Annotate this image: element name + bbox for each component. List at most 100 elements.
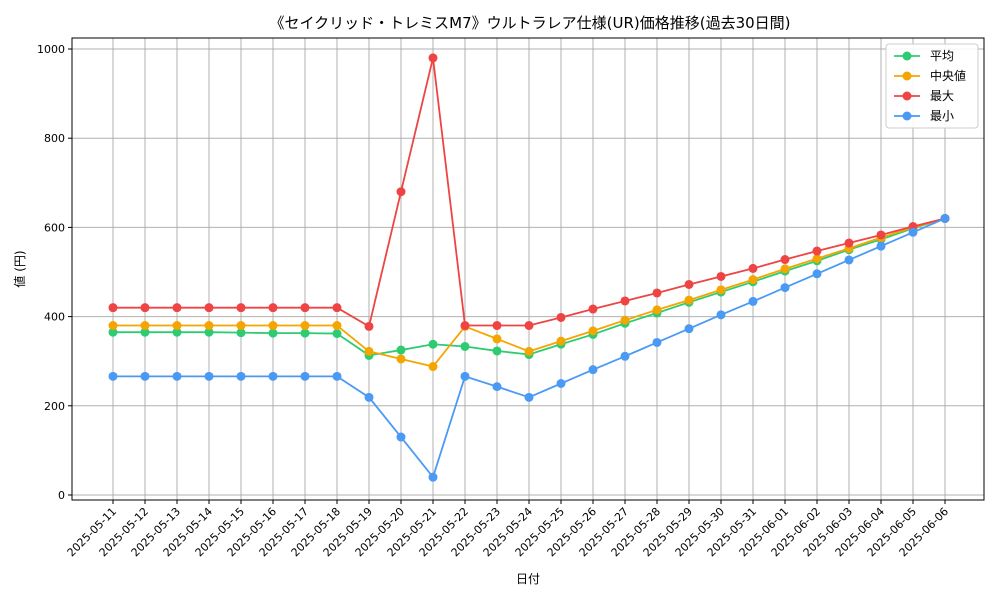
- data-point: [940, 213, 950, 223]
- data-point: [684, 279, 694, 289]
- legend-marker: [902, 51, 912, 61]
- legend-frame: [885, 43, 979, 129]
- y-tick-label: 0: [58, 489, 65, 502]
- data-point: [236, 371, 246, 381]
- data-point: [364, 392, 374, 402]
- data-point: [428, 362, 438, 372]
- data-point: [236, 328, 246, 338]
- data-point: [268, 321, 278, 331]
- data-point: [204, 321, 214, 331]
- data-point: [652, 337, 662, 347]
- data-point: [332, 371, 342, 381]
- data-point: [524, 346, 534, 356]
- data-point: [812, 269, 822, 279]
- legend-marker: [902, 111, 912, 121]
- data-point: [396, 354, 406, 364]
- data-point: [204, 371, 214, 381]
- legend-marker: [902, 91, 912, 101]
- data-point: [300, 328, 310, 338]
- legend-entry: 中央値: [894, 68, 966, 83]
- chart-title: 《セイクリッド・トレミスM7》ウルトラレア仕様(UR)価格推移(過去30日間): [269, 14, 790, 32]
- data-point: [780, 264, 790, 274]
- y-tick-label: 400: [44, 311, 65, 324]
- data-point: [460, 321, 470, 331]
- legend-label: 最小: [930, 109, 954, 123]
- data-point: [684, 295, 694, 305]
- data-point: [460, 341, 470, 351]
- y-tick-label: 1000: [37, 43, 65, 56]
- data-point: [556, 379, 566, 388]
- data-point: [524, 321, 534, 331]
- data-point: [108, 303, 118, 313]
- data-point: [908, 227, 918, 237]
- legend-label: 中央値: [930, 68, 966, 83]
- series-3: [108, 213, 950, 482]
- data-point: [332, 329, 342, 339]
- data-point: [172, 303, 182, 313]
- data-point: [268, 303, 278, 313]
- data-point: [844, 238, 854, 248]
- data-point: [428, 53, 438, 63]
- data-point: [428, 339, 438, 349]
- data-point: [332, 303, 342, 313]
- data-point: [716, 310, 726, 320]
- data-point: [652, 288, 662, 298]
- data-point: [108, 371, 118, 381]
- data-point: [108, 321, 118, 331]
- data-point: [396, 345, 406, 355]
- data-point: [812, 254, 822, 264]
- data-point: [140, 303, 150, 313]
- data-point: [588, 326, 598, 336]
- data-point: [108, 327, 118, 337]
- legend-entry: 最大: [894, 89, 954, 103]
- x-axis-label: 日付: [516, 572, 540, 586]
- data-point: [748, 275, 758, 285]
- legend-label: 最大: [930, 89, 954, 103]
- legend-entry: 平均: [894, 49, 954, 63]
- data-point: [524, 392, 534, 402]
- data-point: [780, 255, 790, 265]
- data-point: [556, 336, 566, 346]
- data-point: [620, 315, 630, 325]
- data-point: [204, 303, 214, 313]
- data-point: [364, 346, 374, 356]
- series: [108, 53, 950, 482]
- data-point: [716, 285, 726, 295]
- data-point: [236, 321, 246, 331]
- data-point: [396, 432, 406, 442]
- data-point: [812, 246, 822, 256]
- data-point: [140, 327, 150, 337]
- data-point: [620, 351, 630, 361]
- legend-label: 平均: [930, 49, 954, 63]
- data-point: [588, 365, 598, 375]
- data-point: [652, 305, 662, 315]
- grid: [72, 38, 984, 500]
- data-point: [780, 283, 790, 293]
- data-point: [172, 371, 182, 381]
- data-point: [876, 241, 886, 251]
- y-tick-label: 600: [44, 221, 65, 234]
- data-point: [172, 327, 182, 337]
- data-point: [492, 346, 502, 356]
- data-point: [684, 324, 694, 334]
- data-point: [716, 271, 726, 281]
- y-axis-label: 値 (円): [12, 250, 27, 287]
- data-point: [268, 371, 278, 381]
- legend-marker: [902, 71, 912, 81]
- data-point: [300, 321, 310, 331]
- data-point: [236, 303, 246, 313]
- data-point: [172, 321, 182, 331]
- data-point: [332, 321, 342, 331]
- data-point: [140, 371, 150, 381]
- data-point: [492, 321, 502, 331]
- y-axis: 0 200 400 600 800 1000: [37, 43, 72, 502]
- data-point: [492, 334, 502, 344]
- data-point: [300, 303, 310, 313]
- data-point: [844, 255, 854, 265]
- data-point: [588, 304, 598, 314]
- data-point: [300, 371, 310, 381]
- data-point: [460, 371, 470, 381]
- data-point: [140, 321, 150, 331]
- data-point: [268, 328, 278, 338]
